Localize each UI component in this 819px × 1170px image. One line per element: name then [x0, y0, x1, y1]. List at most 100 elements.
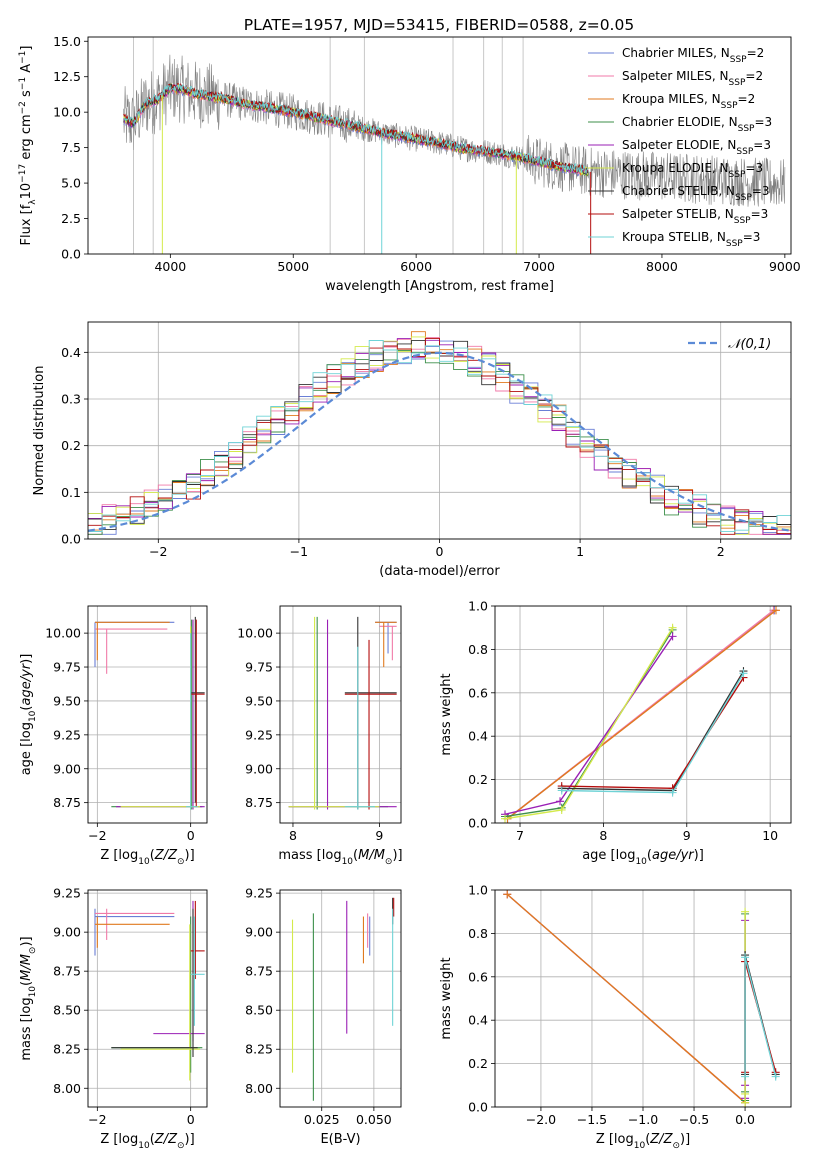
- y-axis-label-part: 10: [28, 986, 38, 998]
- x-tick-label: 6000: [400, 259, 432, 274]
- legend-subscript: SSP: [721, 101, 738, 111]
- legend-entry: Kroupa ELODIE, NSSP=3: [622, 161, 763, 180]
- y-tick-label: 9.50: [53, 693, 81, 708]
- age-vs-mass-plot-area: [280, 606, 401, 823]
- spectrum-model-line: [123, 83, 589, 174]
- x-axis-label-part: age/yr: [652, 848, 695, 863]
- x-tick-label: 4000: [154, 259, 186, 274]
- y-axis-label-part: mass weight: [439, 673, 454, 755]
- x-tick-label: −2: [88, 828, 106, 843]
- y-tick-label: 1.0: [468, 883, 488, 898]
- x-axis-label-part: ⊙: [177, 1141, 185, 1151]
- y-axis-label-part: )]: [19, 654, 34, 664]
- legend-text: =3: [752, 184, 770, 198]
- y-tick-label: 0.2: [468, 1056, 488, 1071]
- spectrum-model-line: [123, 82, 589, 175]
- y-tick-label: 9.00: [245, 925, 273, 940]
- x-tick-label: 0: [187, 1112, 195, 1127]
- legend-subscript: SSP: [738, 124, 755, 134]
- axes-frame: [87, 605, 208, 824]
- x-axis-label: Z [log10(Z/Z⊙)]: [596, 1132, 690, 1151]
- y-tick-label: 8.00: [53, 1081, 81, 1096]
- histogram-legend: 𝒩(0,1): [688, 337, 771, 352]
- y-axis-label-part: −1: [18, 77, 28, 90]
- mass-weight-marker: [741, 1072, 750, 1081]
- legend-text: Chabrier MILES, N: [622, 46, 730, 60]
- y-axis-label-part: (: [19, 981, 34, 986]
- y-axis-label-part: 10: [28, 710, 38, 722]
- x-axis-label-part: age [log: [582, 848, 635, 863]
- y-tick-label: 0.0: [61, 532, 81, 547]
- y-tick-label: 0.2: [61, 438, 81, 453]
- x-axis-label: E(B-V): [320, 1132, 360, 1147]
- y-axis-label-part: (: [19, 706, 34, 711]
- y-tick-label: 0.2: [468, 772, 488, 787]
- legend-text: Chabrier ELODIE, N: [622, 115, 738, 129]
- y-axis-label: Normed distribution: [32, 366, 47, 496]
- histogram-step-line: [88, 350, 791, 535]
- mass-weight-marker: [739, 669, 748, 678]
- y-tick-label: 0.0: [468, 816, 488, 831]
- mass-weight-marker: [741, 907, 750, 916]
- age-vs-mass-panel: 8 9 8.75 9.00 9.25 9.50 9.75 10.00 mass [log10(M…: [237, 605, 403, 867]
- x-axis-label-part: 10: [138, 1141, 150, 1151]
- legend-subscript: SSP: [726, 239, 743, 249]
- x-tick-label: −2: [88, 1112, 106, 1127]
- mass-weight-marker: [557, 805, 566, 814]
- y-tick-label: 10.0: [53, 105, 81, 120]
- y-tick-label: 0.4: [61, 345, 81, 360]
- axes-frame: [87, 889, 208, 1108]
- x-axis-label-part: E(B-V): [320, 1132, 360, 1147]
- legend-text: =3: [751, 207, 769, 221]
- y-tick-label: 8.00: [245, 1081, 273, 1096]
- x-axis-label-part: (: [647, 848, 652, 863]
- y-axis-label-part: −1: [18, 51, 28, 64]
- y-tick-label: 8.75: [53, 964, 81, 979]
- x-axis-label-part: ⊙: [177, 857, 185, 867]
- x-axis-label-part: ⊙: [385, 857, 393, 867]
- x-tick-label: 0: [187, 828, 195, 843]
- x-axis-label: age [log10(age/yr)]: [582, 848, 704, 867]
- x-axis-label-part: (data-model)/error: [379, 564, 500, 579]
- x-axis-label: (data-model)/error: [379, 564, 500, 579]
- x-tick-label: 8: [599, 828, 607, 843]
- spectrum-panel: 4000 5000 6000 7000 8000 9000 0.0 2.5 5.0 7.5 10.0…: [18, 34, 801, 294]
- y-tick-label: 0.4: [468, 1013, 488, 1028]
- x-axis-label-part: ⊙: [672, 1141, 680, 1151]
- y-tick-label: 9.00: [53, 925, 81, 940]
- residual-histogram-panel: −2 −1 0 1 2 0.0 0.1 0.2 0.3 0.4 (data-model)/error…: [32, 321, 792, 579]
- y-tick-label: 9.25: [53, 727, 81, 742]
- mass-weight-marker: [501, 814, 510, 823]
- x-axis-label: mass [log10(M/M⊙)]: [278, 848, 402, 867]
- x-tick-label: 5000: [277, 259, 309, 274]
- y-tick-label: 9.25: [245, 727, 273, 742]
- legend-subscript: SSP: [736, 147, 753, 157]
- legend-entry: Kroupa MILES, NSSP=2: [622, 92, 755, 111]
- y-tick-label: 9.25: [53, 886, 81, 901]
- mass-weight-marker: [741, 1098, 750, 1107]
- x-axis-label-part: 10: [634, 1141, 646, 1151]
- x-tick-label: 0.025: [304, 1112, 340, 1127]
- x-tick-label: 9: [683, 828, 691, 843]
- mass-weight-marker: [668, 788, 677, 797]
- x-axis-label-part: Z [log: [100, 848, 138, 863]
- y-axis-label-part: −2: [18, 101, 28, 114]
- x-tick-label: −0.5: [679, 1112, 709, 1127]
- y-tick-label: 8.25: [53, 1042, 81, 1057]
- residual-histogram-plot-area: [88, 322, 791, 539]
- age-vs-metallicity-plot-area: [88, 606, 207, 823]
- legend-subscript: SSP: [735, 193, 752, 203]
- mass-vs-extinction-plot-area: [280, 890, 401, 1107]
- x-axis-label-part: 10: [342, 857, 354, 867]
- y-tick-label: 0.3: [61, 392, 81, 407]
- figure-title: PLATE=1957, MJD=53415, FIBERID=0588, z=0…: [244, 16, 634, 34]
- y-tick-label: 8.50: [53, 1003, 81, 1018]
- y-tick-label: 9.00: [245, 761, 273, 776]
- legend-text: =3: [753, 138, 771, 152]
- x-axis-label-part: Z/Z: [154, 1132, 178, 1147]
- x-axis-label: Z [log10(Z/Z⊙)]: [100, 848, 194, 867]
- x-tick-label: 0.050: [356, 1112, 392, 1127]
- x-axis-label-part: Z/Z: [154, 848, 178, 863]
